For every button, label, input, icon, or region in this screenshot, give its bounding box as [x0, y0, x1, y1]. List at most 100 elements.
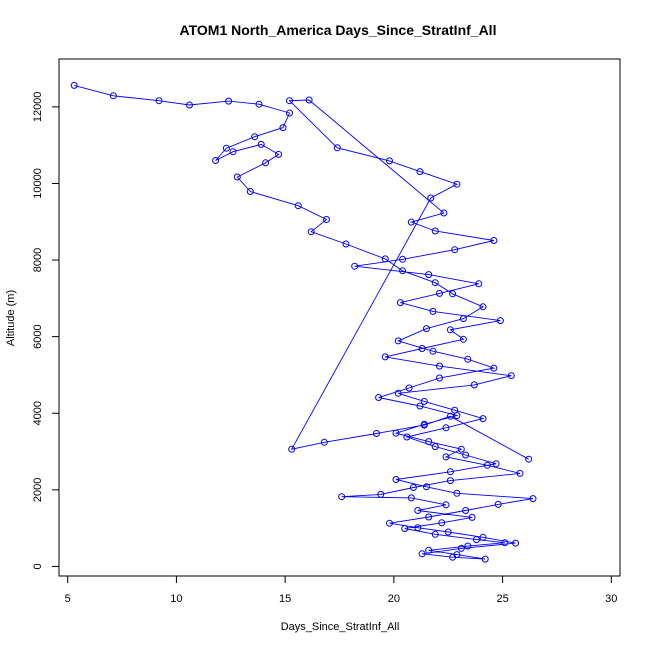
data-point: [464, 542, 472, 550]
data-point: [377, 490, 385, 498]
y-tick-label: 4000: [32, 401, 44, 425]
x-tick-label: 15: [279, 593, 291, 605]
data-point: [420, 397, 428, 405]
data-point: [483, 461, 491, 469]
data-point: [342, 240, 350, 248]
data-point: [446, 477, 454, 485]
data-point: [449, 553, 457, 561]
data-point: [320, 438, 328, 446]
data-point: [425, 271, 433, 279]
data-point: [399, 267, 407, 275]
data-point: [425, 546, 433, 554]
data-point: [294, 202, 302, 210]
data-point: [414, 524, 422, 532]
data-point: [490, 237, 498, 244]
data-point: [440, 209, 448, 217]
data-point: [446, 326, 454, 334]
data-point: [403, 433, 411, 441]
data-point: [155, 97, 163, 105]
data-point: [407, 494, 415, 502]
data-point: [418, 550, 426, 558]
data-point: [479, 533, 487, 541]
data-point: [501, 539, 509, 547]
data-point: [496, 317, 504, 325]
data-point: [251, 133, 259, 141]
y-tick-label: 12000: [32, 92, 44, 123]
data-point: [459, 335, 467, 343]
data-point: [446, 412, 454, 420]
data-point: [70, 81, 78, 89]
y-tick-label: 6000: [32, 324, 44, 348]
data-point: [279, 124, 287, 132]
data-point: [481, 555, 489, 563]
data-point: [457, 544, 465, 552]
y-tick-label: 2000: [32, 478, 44, 502]
data-point: [449, 290, 457, 298]
data-point: [381, 255, 389, 263]
data-point: [286, 109, 293, 117]
x-axis-label: Days_Since_StratInf_All: [281, 621, 400, 633]
data-point: [464, 355, 472, 363]
data-point: [262, 159, 270, 167]
x-tick-label: 10: [170, 593, 182, 605]
data-point: [431, 530, 439, 538]
data-point: [222, 144, 230, 152]
data-point: [420, 421, 428, 429]
data-point: [429, 307, 437, 315]
chart-title: ATOM1 North_America Days_Since_StratInf_…: [180, 22, 497, 38]
data-point: [462, 507, 470, 514]
data-point: [423, 325, 430, 333]
data-point: [375, 394, 383, 401]
data-point: [246, 188, 254, 195]
y-tick-label: 10000: [32, 168, 44, 199]
data-point: [409, 484, 417, 491]
data-point: [338, 493, 346, 501]
data-point: [429, 347, 437, 355]
data-point: [453, 489, 461, 497]
data-point: [396, 299, 404, 307]
data-point: [529, 495, 537, 503]
data-point: [444, 528, 452, 536]
data-point: [229, 148, 237, 156]
data-point: [457, 445, 465, 453]
data-point: [392, 476, 400, 483]
data-point: [425, 513, 433, 521]
data-point: [470, 381, 478, 389]
data-point: [516, 469, 524, 477]
data-point: [109, 92, 117, 100]
series-layer: [70, 81, 537, 563]
data-point: [414, 507, 422, 514]
data-point: [475, 280, 483, 288]
data-point: [286, 97, 293, 105]
data-point: [462, 451, 470, 459]
data-point: [405, 384, 413, 392]
x-axis: 5 10 15 20 25 30: [65, 575, 617, 605]
x-tick-label: 30: [605, 593, 617, 605]
data-point: [451, 246, 459, 254]
data-point: [507, 372, 515, 380]
data-point: [473, 536, 480, 544]
data-point: [436, 374, 443, 382]
data-point: [233, 173, 241, 181]
data-point: [446, 468, 454, 476]
data-point: [442, 424, 450, 432]
data-point: [381, 353, 389, 361]
data-point: [479, 415, 487, 423]
data-point: [407, 218, 415, 226]
data-point: [438, 519, 446, 527]
data-point: [323, 216, 330, 223]
x-tick-label: 20: [388, 593, 400, 605]
data-point: [394, 337, 402, 345]
data-point: [442, 501, 450, 509]
data-point: [431, 279, 439, 287]
x-tick-label: 5: [65, 593, 71, 605]
data-point: [423, 483, 430, 491]
data-point: [418, 345, 426, 352]
data-point: [305, 96, 313, 104]
data-point: [416, 402, 424, 410]
data-point: [479, 303, 487, 311]
data-point: [401, 525, 409, 532]
data-point: [494, 500, 502, 508]
data-point: [186, 101, 193, 109]
